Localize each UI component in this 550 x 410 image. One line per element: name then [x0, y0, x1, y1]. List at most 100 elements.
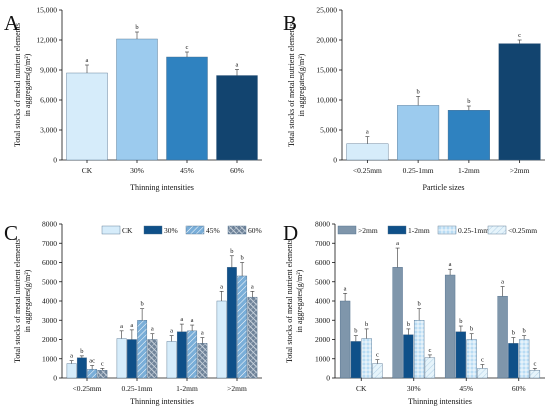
x-tick-label-45: 45%	[180, 166, 194, 175]
bar-2mm-60-significance-letter: a	[501, 279, 504, 286]
bar-2mm-45-significance-letter: a	[449, 261, 452, 268]
y-tick-label: 0	[53, 156, 57, 165]
y-tick-label: 3000	[42, 316, 57, 325]
bar-30-0-25-1mm-significance-letter: a	[130, 322, 133, 329]
y-tick-label: 15,000	[36, 6, 57, 15]
bar-ck-1-2mm-significance-letter: a	[170, 328, 173, 335]
bar-0-25mm-ck-significance-letter: c	[376, 352, 379, 359]
bar-ck-0-25-1mm	[116, 338, 127, 379]
bar-0-25mm-45-significance-letter: c	[481, 357, 484, 364]
legend-label-30: 30%	[164, 226, 178, 235]
bar-30-0-25mm	[76, 357, 87, 379]
bar-0-25mm-ck	[372, 363, 383, 379]
bar-60-1-2mm	[197, 343, 208, 379]
y-tick-label: 5000	[315, 277, 330, 286]
y-tick-label: 0	[333, 156, 337, 165]
bar-ck-1-2mm	[166, 341, 177, 379]
x-axis-title: Thinning intensities	[130, 397, 194, 406]
bar-45-0-25-1mm-significance-letter: b	[141, 301, 144, 308]
legend-swatch-1-2mm	[387, 225, 407, 235]
y-axis-title-line: in aggregates(g/m²)	[23, 53, 32, 116]
y-tick-label: 0	[326, 374, 330, 383]
x-tick-label-2mm: >2mm	[510, 166, 530, 175]
legend-swatch-0-25mm	[487, 225, 507, 235]
bar-30-2mm-significance-letter: b	[230, 248, 233, 255]
x-tick-label-0-25mm: <0.25mm	[72, 384, 101, 393]
legend-swatch-60	[227, 225, 247, 235]
x-axis-title: Thinning intensities	[130, 183, 194, 192]
chart-a: 0 3,000 6,000 9,000 12,000 15,000 Total stocks…	[13, 6, 262, 192]
x-tick-label-1-2mm: 1-2mm	[176, 384, 198, 393]
bar-60-0-25-1mm-significance-letter: a	[151, 326, 154, 333]
bar-ck-2mm-significance-letter: a	[220, 283, 223, 290]
bar-1-2mm-ck	[350, 341, 362, 379]
bar-0-25mm-significance-letter: a	[366, 129, 369, 136]
bar-0-25-1mm-significance-letter: b	[417, 88, 420, 95]
legend-label-45: 45%	[206, 226, 220, 235]
chart-d: 0 1000 2000 3000 4000 5000 6000 7000 8000 Total s…	[285, 220, 545, 406]
bar-45-significance-letter: c	[186, 44, 189, 51]
y-tick-label: 7000	[42, 239, 57, 248]
chart-b: 0 5,000 10,000 15,000 20,000 25,000 Total stoc…	[287, 6, 545, 192]
bar-0-25mm-30	[424, 357, 436, 379]
x-tick-label-ck: CK	[82, 166, 93, 175]
y-tick-label: 6000	[42, 258, 57, 267]
y-tick-label: 3,000	[40, 126, 57, 135]
bar-60-0-25mm-significance-letter: c	[101, 360, 104, 367]
y-tick-label: 2000	[315, 335, 330, 344]
y-tick-label: 6,000	[40, 96, 57, 105]
bar-2mm-45	[444, 274, 456, 379]
legend-label-60: 60%	[248, 226, 262, 235]
bar-2mm-ck	[339, 300, 351, 379]
bar-60-2mm-significance-letter: a	[251, 283, 254, 290]
bar-45-2mm	[237, 275, 248, 379]
bar-45	[166, 56, 208, 161]
x-tick-label-60: 60%	[512, 384, 526, 393]
y-tick-label: 2000	[42, 335, 57, 344]
x-tick-label-30: 30%	[407, 384, 421, 393]
y-axis-title-line: Total stocks of metal nutrient elements	[13, 239, 22, 363]
bar-0-25-1mm-ck	[361, 338, 372, 379]
bar-1-2mm-45	[455, 331, 467, 379]
bar-1-2mm-30-significance-letter: b	[407, 321, 410, 328]
bar-45-0-25mm-significance-letter: ac	[89, 357, 95, 364]
legend-swatch-30	[143, 225, 163, 235]
bar-30-1-2mm-significance-letter: a	[180, 316, 183, 323]
bar-60-2mm	[247, 296, 258, 379]
bar-0-25-1mm	[397, 105, 440, 161]
x-tick-label-0-25-1mm: 0.25-1mm	[403, 166, 434, 175]
bar-1-2mm	[447, 109, 490, 161]
y-tick-label: 12,000	[36, 36, 57, 45]
bar-60-0-25-1mm	[147, 339, 158, 379]
panel-letter-a: A	[4, 11, 20, 35]
bar-60-1-2mm-significance-letter: a	[201, 330, 204, 337]
legend-label-0-25mm: <0.25mm	[508, 226, 537, 235]
x-tick-label-60: 60%	[230, 166, 244, 175]
bar-ck-0-25mm	[66, 363, 77, 379]
bar-0-25-1mm-45	[466, 339, 477, 379]
bar-0-25mm	[346, 143, 389, 161]
bar-0-25-1mm-30-significance-letter: b	[418, 301, 421, 308]
panel-letter-d: D	[283, 221, 298, 245]
y-tick-label: 8000	[315, 220, 330, 229]
x-tick-label-ck: CK	[356, 384, 367, 393]
y-axis-title-line: Total stocks of metal nutrient elements	[287, 23, 296, 147]
x-axis-title: Particle sizes	[423, 183, 465, 192]
x-tick-label-2mm: >2mm	[227, 384, 247, 393]
x-tick-label-0-25-1mm: 0.25-1mm	[121, 384, 152, 393]
y-tick-label: 15,000	[316, 66, 337, 75]
bar-1-2mm-45-significance-letter: b	[459, 318, 462, 325]
bar-ck	[66, 72, 108, 161]
panel-letter-b: B	[283, 11, 297, 35]
bar-2mm-30	[392, 267, 403, 379]
bar-45-0-25-1mm	[137, 320, 148, 379]
legend-swatch-2mm	[337, 225, 357, 235]
y-axis-title-line: Total stocks of metal nutrient elements	[13, 23, 22, 147]
bar-1-2mm-60-significance-letter: b	[512, 330, 515, 337]
bar-0-25mm-45	[477, 368, 488, 379]
bar-45-1-2mm	[187, 330, 198, 379]
y-tick-label: 4000	[42, 297, 57, 306]
legend-label-1-2mm: 1-2mm	[408, 226, 430, 235]
legend-label-0-25-1mm: 0.25-1mm	[458, 226, 489, 235]
